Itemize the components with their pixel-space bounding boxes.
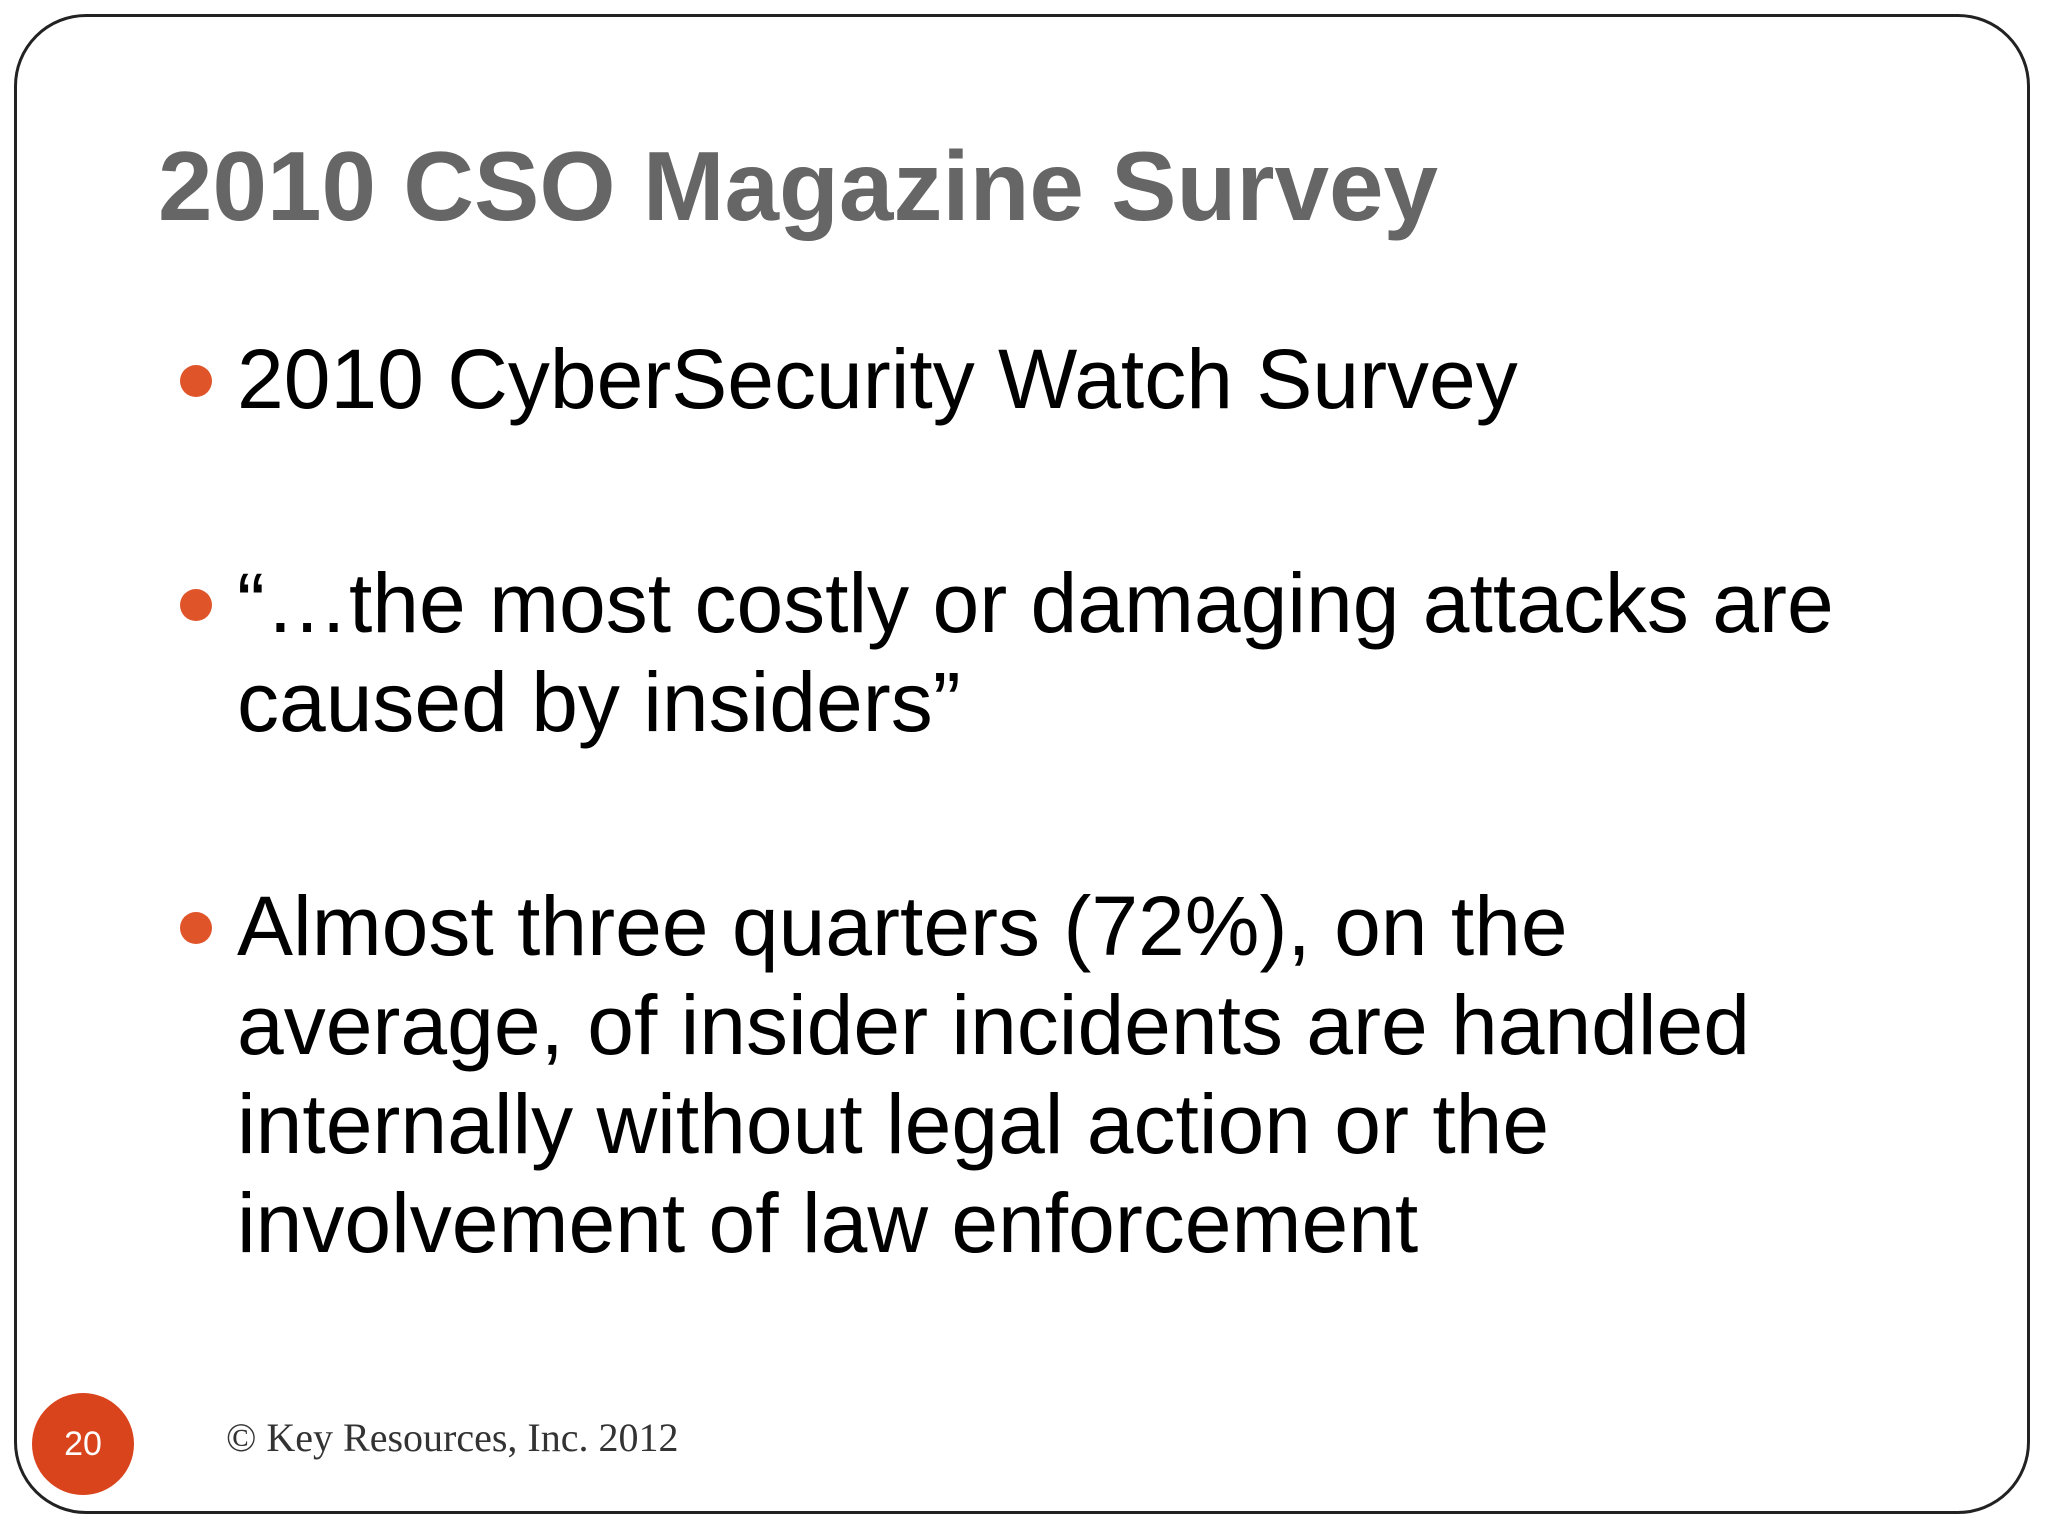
- bullet-item-2: “…the most costly or damaging attacks ar…: [180, 554, 1900, 752]
- slide-frame: [14, 14, 2030, 1514]
- bullet-text: “…the most costly or damaging attacks ar…: [237, 556, 1834, 749]
- footer-copyright: © Key Resources, Inc. 2012: [226, 1415, 679, 1460]
- slide-title: 2010 CSO Magazine Survey: [158, 131, 1439, 241]
- bullet-item-3: Almost three quarters (72%), on the aver…: [180, 877, 1900, 1273]
- bullet-text: Almost three quarters (72%), on the aver…: [237, 879, 1750, 1270]
- bullet-dot-icon: [180, 912, 212, 944]
- bullet-text: 2010 CyberSecurity Watch Survey: [237, 332, 1518, 426]
- bullet-dot-icon: [180, 365, 212, 397]
- bullet-item-1: 2010 CyberSecurity Watch Survey: [180, 330, 1900, 429]
- bullet-list: 2010 CyberSecurity Watch Survey “…the mo…: [180, 330, 1900, 1273]
- slide-number-badge: 20: [32, 1393, 134, 1495]
- bullet-dot-icon: [180, 589, 212, 621]
- slide-number: 20: [64, 1425, 102, 1463]
